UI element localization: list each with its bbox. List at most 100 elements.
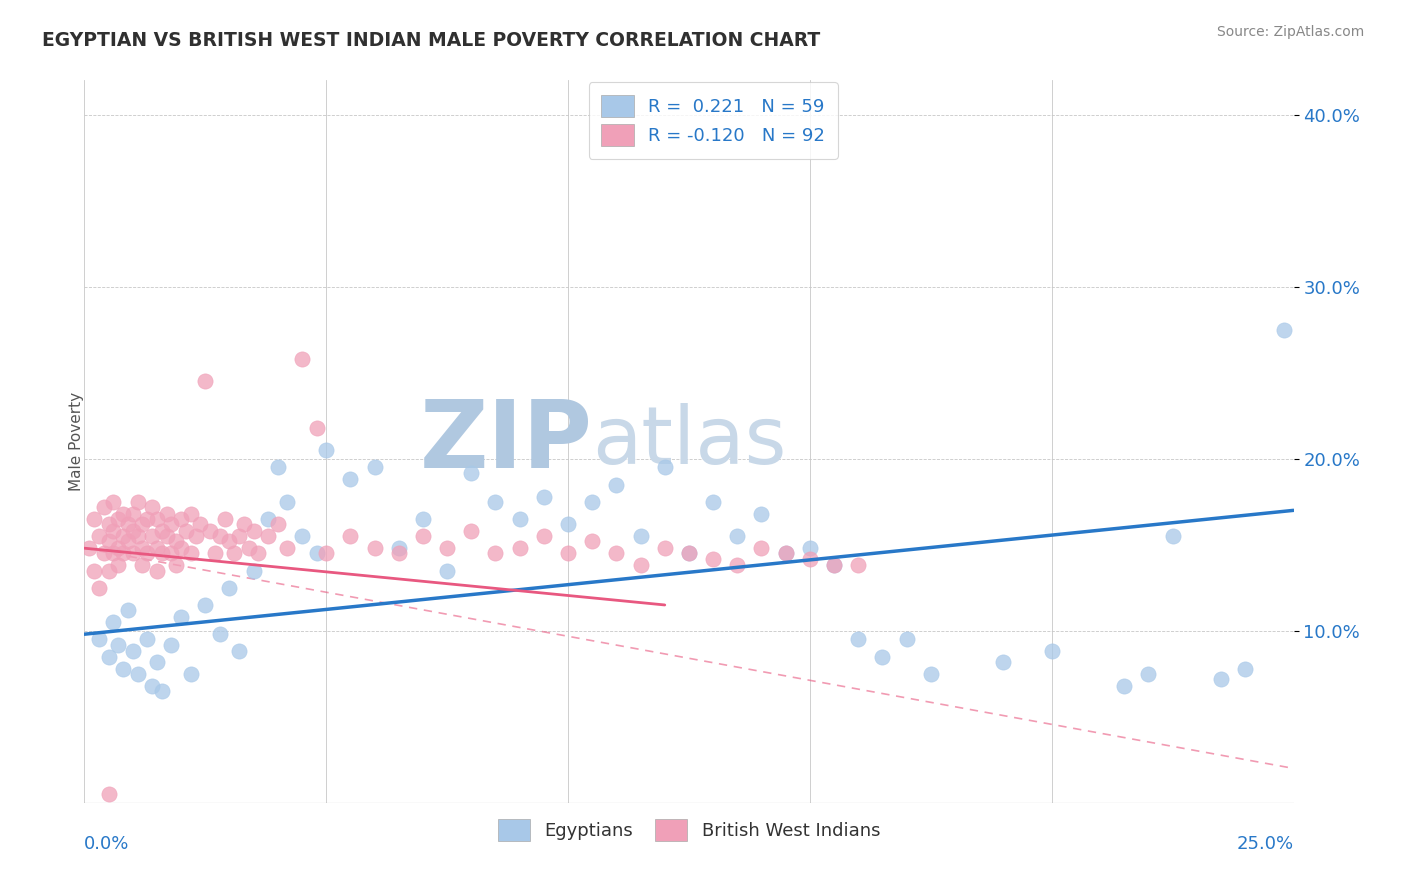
Point xyxy=(97,517,120,532)
Point xyxy=(305,546,328,560)
Point xyxy=(247,546,270,560)
Point xyxy=(117,534,139,549)
Point xyxy=(121,546,143,560)
Point xyxy=(127,666,149,681)
Point xyxy=(83,564,105,578)
Point xyxy=(117,603,139,617)
Point xyxy=(208,627,231,641)
Point xyxy=(291,351,314,366)
Point xyxy=(97,564,120,578)
Point xyxy=(339,472,361,486)
Point xyxy=(242,564,264,578)
Point xyxy=(823,558,845,573)
Point xyxy=(846,632,869,647)
Point xyxy=(267,460,290,475)
Point xyxy=(87,632,110,647)
Point xyxy=(533,490,555,504)
Point xyxy=(1161,529,1184,543)
Point xyxy=(581,494,603,508)
Point xyxy=(509,512,531,526)
Point xyxy=(170,610,193,624)
Point xyxy=(276,494,298,508)
Point xyxy=(412,512,434,526)
Point xyxy=(557,517,579,532)
Point xyxy=(136,512,159,526)
Text: Source: ZipAtlas.com: Source: ZipAtlas.com xyxy=(1216,25,1364,39)
Point xyxy=(363,460,385,475)
Point xyxy=(150,684,173,698)
Point xyxy=(107,638,129,652)
Point xyxy=(678,546,700,560)
Point xyxy=(131,541,153,556)
Point xyxy=(184,529,207,543)
Point xyxy=(146,512,169,526)
Point xyxy=(581,534,603,549)
Point xyxy=(121,507,143,521)
Text: 25.0%: 25.0% xyxy=(1236,835,1294,854)
Point xyxy=(97,534,120,549)
Point xyxy=(242,524,264,538)
Point xyxy=(630,558,652,573)
Point xyxy=(97,649,120,664)
Point xyxy=(267,517,290,532)
Text: 0.0%: 0.0% xyxy=(84,835,129,854)
Point xyxy=(1272,323,1295,337)
Point xyxy=(190,517,212,532)
Y-axis label: Male Poverty: Male Poverty xyxy=(69,392,83,491)
Point xyxy=(141,529,163,543)
Text: atlas: atlas xyxy=(592,402,786,481)
Point xyxy=(799,541,821,556)
Point xyxy=(146,655,169,669)
Point xyxy=(654,541,676,556)
Point xyxy=(155,507,177,521)
Point xyxy=(218,581,240,595)
Point xyxy=(150,546,173,560)
Point xyxy=(87,529,110,543)
Point xyxy=(214,512,236,526)
Point xyxy=(291,529,314,543)
Point xyxy=(131,517,153,532)
Point xyxy=(799,551,821,566)
Point xyxy=(112,662,135,676)
Point xyxy=(233,517,256,532)
Point xyxy=(127,529,149,543)
Point xyxy=(103,524,125,538)
Point xyxy=(1040,644,1063,658)
Text: EGYPTIAN VS BRITISH WEST INDIAN MALE POVERTY CORRELATION CHART: EGYPTIAN VS BRITISH WEST INDIAN MALE POV… xyxy=(42,31,821,50)
Point xyxy=(1114,679,1136,693)
Point xyxy=(605,477,627,491)
Point xyxy=(146,541,169,556)
Point xyxy=(136,632,159,647)
Point xyxy=(170,541,193,556)
Point xyxy=(702,551,724,566)
Point xyxy=(204,546,226,560)
Point xyxy=(112,507,135,521)
Point xyxy=(339,529,361,543)
Point xyxy=(920,666,942,681)
Point xyxy=(103,494,125,508)
Point xyxy=(174,524,197,538)
Point xyxy=(775,546,797,560)
Point xyxy=(180,507,202,521)
Point xyxy=(198,524,221,538)
Point xyxy=(775,546,797,560)
Point xyxy=(533,529,555,543)
Point xyxy=(141,679,163,693)
Point xyxy=(751,507,773,521)
Point xyxy=(725,558,748,573)
Point xyxy=(165,534,187,549)
Point xyxy=(484,546,506,560)
Point xyxy=(93,500,115,514)
Point xyxy=(194,598,217,612)
Point xyxy=(993,655,1015,669)
Point xyxy=(103,615,125,630)
Point xyxy=(224,546,246,560)
Point xyxy=(155,529,177,543)
Point xyxy=(180,546,202,560)
Point xyxy=(141,500,163,514)
Point xyxy=(194,375,217,389)
Point xyxy=(388,546,411,560)
Point xyxy=(1234,662,1257,676)
Point xyxy=(93,546,115,560)
Point xyxy=(412,529,434,543)
